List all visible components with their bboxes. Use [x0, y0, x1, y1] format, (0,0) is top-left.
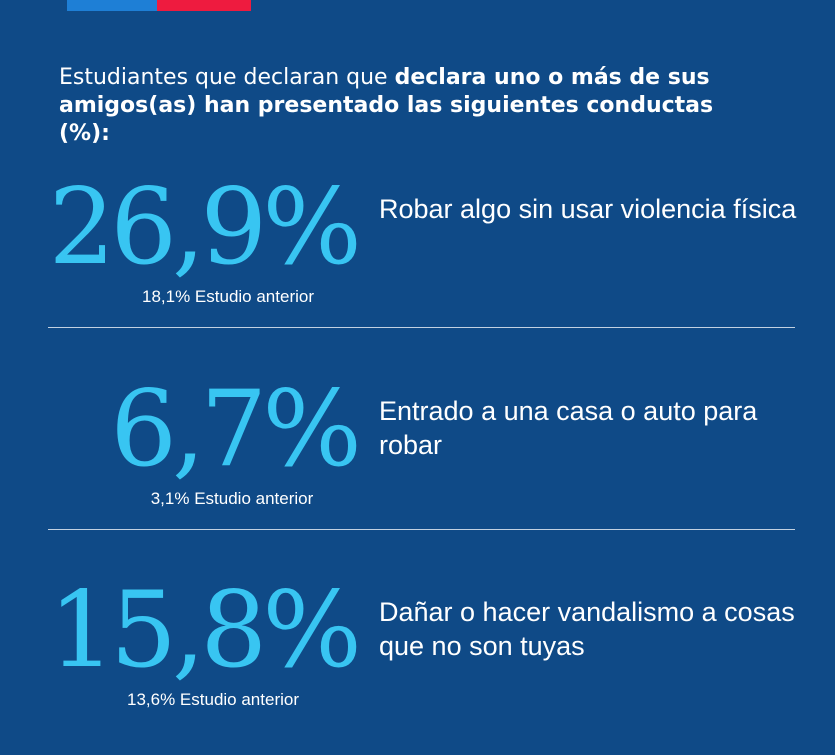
stat-description: Entrado a una casa o auto para robar: [379, 396, 758, 460]
stat-row-break-in: 6,7% Entrado a una casa o auto para roba…: [0, 374, 835, 524]
stat-description: Dañar o hacer vandalismo a cosas que no …: [379, 597, 795, 661]
stat-row-vandalism: 15,8% Dañar o hacer vandalismo a cosas q…: [0, 575, 835, 725]
stat-value: 15,8%: [48, 569, 362, 691]
stat-previous: 3,1% Estudio anterior: [150, 489, 314, 508]
stat-previous: 18,1% Estudio anterior: [142, 287, 314, 306]
intro-heading: Estudiantes que declaran que declara uno…: [59, 64, 719, 148]
stat-description: Robar algo sin usar violencia física: [379, 194, 797, 224]
stat-row-robbery: 26,9% Robar algo sin usar violencia físi…: [0, 172, 835, 322]
flag-bar: [67, 0, 251, 11]
stat-previous: 13,6% Estudio anterior: [127, 690, 299, 709]
divider: [48, 529, 795, 530]
stat-value: 26,9%: [48, 166, 362, 288]
flag-blue-stripe: [67, 0, 157, 11]
intro-normal-text: Estudiantes que declaran que: [59, 65, 395, 90]
stat-value: 6,7%: [110, 368, 362, 490]
divider: [48, 327, 795, 328]
flag-red-stripe: [157, 0, 251, 11]
intro-bold-text: declara uno o más de sus amigos(as) han …: [59, 65, 714, 146]
